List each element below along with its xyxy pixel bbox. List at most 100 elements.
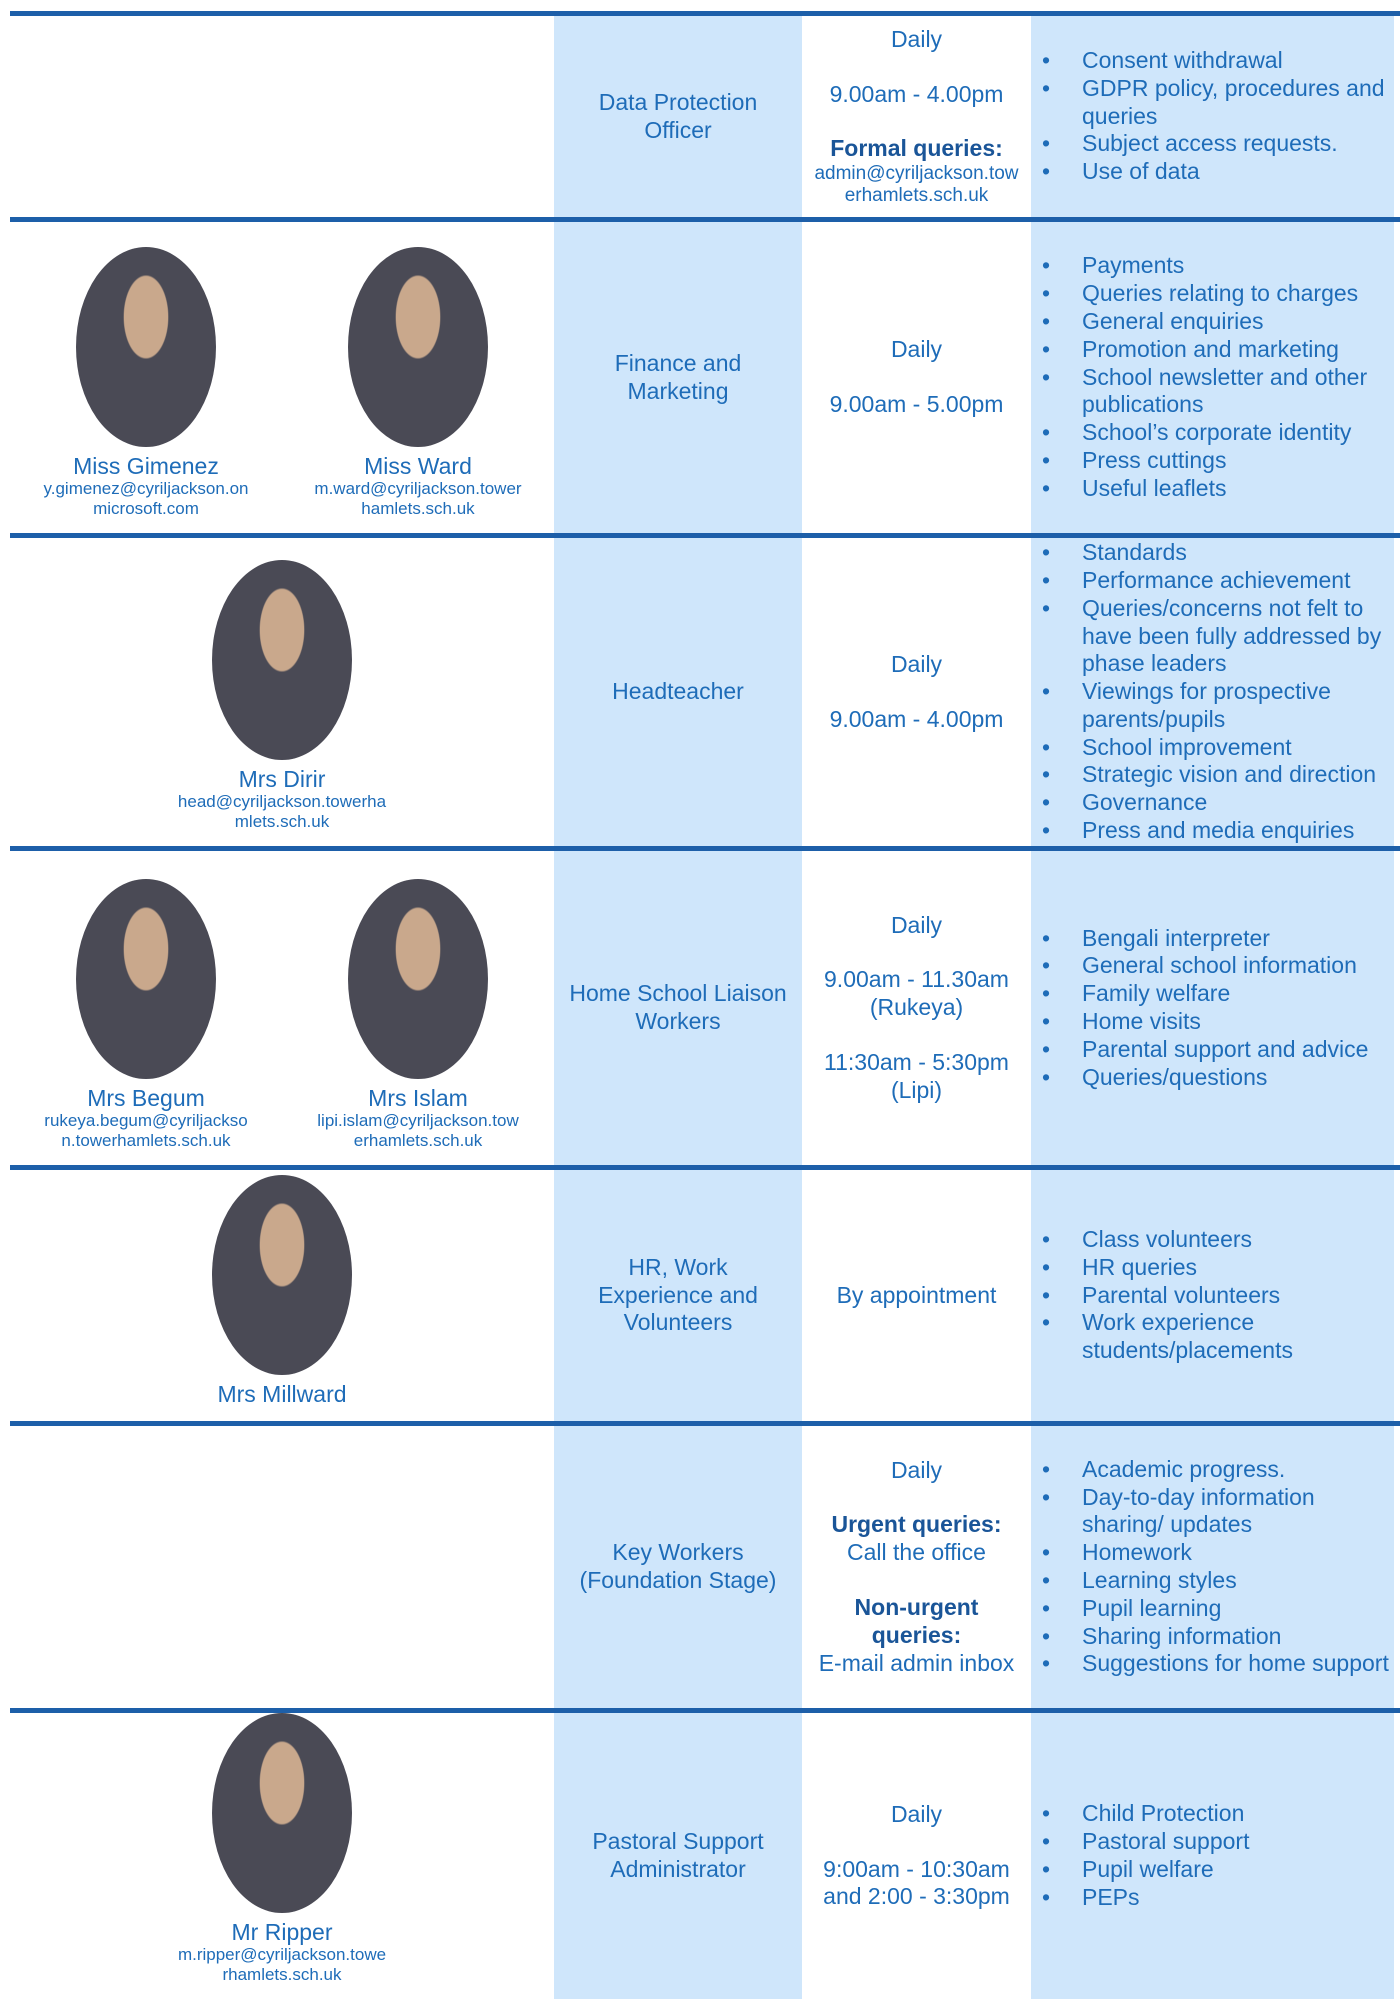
hours-text: Daily — [890, 650, 943, 677]
topic: Family welfare — [1042, 980, 1390, 1008]
hours-text: Daily — [890, 1456, 943, 1483]
hours-cell: By appointment — [802, 1170, 1031, 1421]
photo — [212, 1175, 352, 1375]
topic: School’s corporate identity — [1042, 419, 1390, 447]
role: Pastoral Support Administrator — [592, 1828, 764, 1882]
topic: Governance — [1042, 789, 1390, 817]
topic: Queries/concerns not felt to have been f… — [1042, 595, 1390, 678]
photo — [348, 247, 488, 447]
person-name: Mr Ripper — [231, 1919, 333, 1945]
topic-list: Academic progress.Day-to-day information… — [1031, 1456, 1394, 1678]
hours-cell: Daily 9.00am - 11.30am (Rukeya) 11:30am - … — [802, 851, 1031, 1165]
topic: General school information — [1042, 952, 1390, 980]
photo — [76, 247, 216, 447]
topic-list: Bengali interpreterGeneral school inform… — [1031, 925, 1394, 1092]
people-cell: Mrs Begum rukeya.begum@cyriljackson.tower… — [10, 851, 554, 1165]
person: Mr Ripper m.ripper@cyriljackson.towerhaml… — [152, 1713, 412, 1985]
photo — [76, 879, 216, 1079]
person: Miss Gimenez y.gimenez@cyriljackson.onmic… — [16, 247, 276, 519]
role-cell: Pastoral Support Administrator — [554, 1713, 802, 1999]
hours-cell: Daily Urgent queries: Call the office Non-u… — [802, 1426, 1031, 1708]
table-row: Mrs Millward HR, Work Experience and Volu… — [10, 1165, 1400, 1421]
hours-heading: Non-urgent queries: — [854, 1594, 979, 1648]
topic: General enquiries — [1042, 308, 1390, 336]
person-name: Mrs Begum — [87, 1085, 205, 1111]
topic: School improvement — [1042, 734, 1390, 762]
person-name: Mrs Millward — [217, 1381, 347, 1407]
topic: Performance achievement — [1042, 567, 1390, 595]
topics-cell: Bengali interpreterGeneral school inform… — [1031, 851, 1394, 1165]
topic-list: StandardsPerformance achievementQueries/… — [1031, 539, 1394, 845]
topic-list: Consent withdrawalGDPR policy, procedure… — [1031, 47, 1394, 186]
topic: Standards — [1042, 539, 1390, 567]
topic: Bengali interpreter — [1042, 925, 1390, 953]
topic: Parental volunteers — [1042, 1282, 1390, 1310]
topic: Learning styles — [1042, 1567, 1390, 1595]
table-row: Mrs Dirir head@cyriljackson.towerhamlets.… — [10, 533, 1400, 846]
table-row: Mrs Begum rukeya.begum@cyriljackson.tower… — [10, 846, 1400, 1165]
person-email: head@cyriljackson.towerhamlets.sch.uk — [177, 792, 387, 831]
hours-heading: Formal queries: — [830, 135, 1003, 162]
topic: Viewings for prospective parents/pupils — [1042, 678, 1390, 734]
role: Home School Liaison Workers — [569, 980, 787, 1034]
role-cell: Home School Liaison Workers — [554, 851, 802, 1165]
role: HR, Work Experience and Volunteers — [598, 1253, 758, 1336]
hours-text: Daily — [890, 1800, 943, 1827]
hours-text: By appointment — [836, 1281, 997, 1308]
hours-text: Daily — [890, 25, 943, 52]
topic: HR queries — [1042, 1254, 1390, 1282]
hours-text: 11:30am - 5:30pm (Lipi) — [824, 1048, 1009, 1103]
topic: PEPs — [1042, 1884, 1390, 1912]
topic: Press and media enquiries — [1042, 817, 1390, 845]
topic-list: Child ProtectionPastoral supportPupil we… — [1031, 1800, 1394, 1911]
topic: Home visits — [1042, 1008, 1390, 1036]
hours-text: 9.00am - 11.30am (Rukeya) — [824, 966, 1009, 1021]
topic: Work experience students/placements — [1042, 1309, 1390, 1365]
person: Mrs Millward — [152, 1175, 412, 1407]
hours-text: Daily — [890, 911, 943, 938]
topics-cell: Consent withdrawalGDPR policy, procedure… — [1031, 16, 1394, 217]
topic: Pastoral support — [1042, 1828, 1390, 1856]
hours-text: admin@cyriljackson.towerhamlets.sch.uk — [814, 163, 1019, 207]
photo — [212, 1713, 352, 1913]
photo — [212, 560, 352, 760]
topics-cell: Academic progress.Day-to-day information… — [1031, 1426, 1394, 1708]
people-cell: Mrs Millward — [10, 1170, 554, 1421]
table-row: Key Workers (Foundation Stage) Daily Urgen… — [10, 1421, 1400, 1708]
role: Headteacher — [612, 678, 744, 705]
role: Data Protection Officer — [598, 88, 758, 143]
person: Miss Ward m.ward@cyriljackson.towerhamlet… — [288, 247, 548, 519]
topic: Strategic vision and direction — [1042, 761, 1390, 789]
table-row: Mr Ripper m.ripper@cyriljackson.towerhaml… — [10, 1708, 1400, 1999]
topic-list: PaymentsQueries relating to chargesGener… — [1031, 252, 1394, 502]
people-cell — [10, 1426, 554, 1708]
topic: Child Protection — [1042, 1800, 1390, 1828]
topic: Pupil learning — [1042, 1595, 1390, 1623]
topic: Homework — [1042, 1539, 1390, 1567]
role-cell: Data Protection Officer — [554, 16, 802, 217]
person-name: Miss Ward — [364, 453, 472, 479]
person-email: rukeya.begum@cyriljackson.towerhamlets.s… — [44, 1111, 248, 1150]
hours-block: Formal queries: admin@cyriljackson.towerh… — [812, 135, 1021, 207]
hours-heading: Urgent queries: — [831, 1511, 1002, 1538]
people-cell: Mrs Dirir head@cyriljackson.towerhamlets.… — [10, 538, 554, 846]
role-cell: Finance and Marketing — [554, 222, 802, 533]
table-row: Miss Gimenez y.gimenez@cyriljackson.onmic… — [10, 217, 1400, 533]
person-email: lipi.islam@cyriljackson.towerhamlets.sch… — [317, 1111, 519, 1150]
hours-cell: Daily 9:00am - 10:30am and 2:00 - 3:30pm — [802, 1713, 1031, 1999]
person: Mrs Begum rukeya.begum@cyriljackson.tower… — [16, 879, 276, 1151]
photo — [348, 879, 488, 1079]
hours-cell: Daily 9.00am - 5.00pm — [802, 222, 1031, 533]
hours-cell: Daily 9.00am - 4.00pm — [802, 538, 1031, 846]
topic: GDPR policy, procedures and queries — [1042, 75, 1390, 131]
topic: Suggestions for home support — [1042, 1650, 1390, 1678]
topic: Class volunteers — [1042, 1226, 1390, 1254]
topic: Day-to-day information sharing/ updates — [1042, 1484, 1390, 1540]
topic: Parental support and advice — [1042, 1036, 1390, 1064]
topic: Promotion and marketing — [1042, 336, 1390, 364]
person: Mrs Islam lipi.islam@cyriljackson.towerha… — [288, 879, 548, 1151]
hours-block: Urgent queries: Call the office — [832, 1511, 1002, 1567]
role-cell: Headteacher — [554, 538, 802, 846]
topics-cell: PaymentsQueries relating to chargesGener… — [1031, 222, 1394, 533]
topic-list: Class volunteersHR queriesParental volun… — [1031, 1226, 1394, 1365]
